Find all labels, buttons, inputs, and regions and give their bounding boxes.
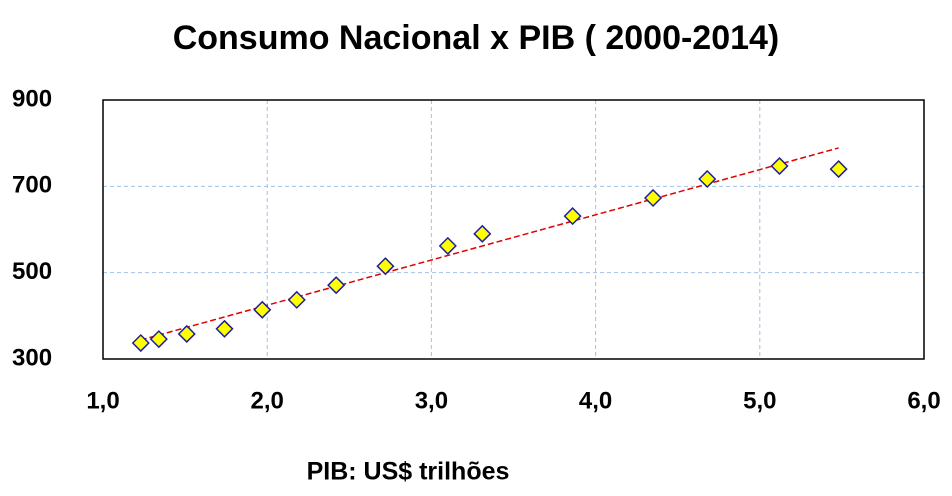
plot-border (102, 99, 925, 360)
x-tick-label: 3,0 (415, 387, 448, 414)
y-tick-label: 300 (12, 344, 52, 371)
x-tick-label: 6,0 (907, 387, 940, 414)
y-tick-label: 700 (12, 172, 52, 199)
point (376, 257, 395, 276)
y-tick-label: 900 (12, 85, 52, 112)
x-tick-label: 1,0 (86, 387, 119, 414)
point (253, 300, 272, 319)
point (473, 224, 492, 243)
point (829, 160, 848, 179)
y-tick-label: 500 (12, 258, 52, 285)
point (770, 156, 789, 176)
point (327, 276, 346, 295)
point (438, 236, 457, 255)
x-tick-label: 5,0 (743, 387, 776, 414)
point (215, 319, 234, 338)
point (644, 188, 663, 208)
x-tick-label: 4,0 (579, 387, 612, 414)
point (149, 330, 168, 349)
point (287, 290, 306, 309)
x-tick-label: 2,0 (251, 387, 284, 414)
trendline (140, 147, 839, 341)
x-axis-label: PIB: US$ trilhões (307, 458, 510, 486)
point (177, 324, 196, 344)
point (131, 333, 150, 353)
chart-title: Consumo Nacional x PIB ( 2000-2014) (173, 19, 780, 57)
point (698, 169, 717, 189)
point (563, 207, 582, 226)
